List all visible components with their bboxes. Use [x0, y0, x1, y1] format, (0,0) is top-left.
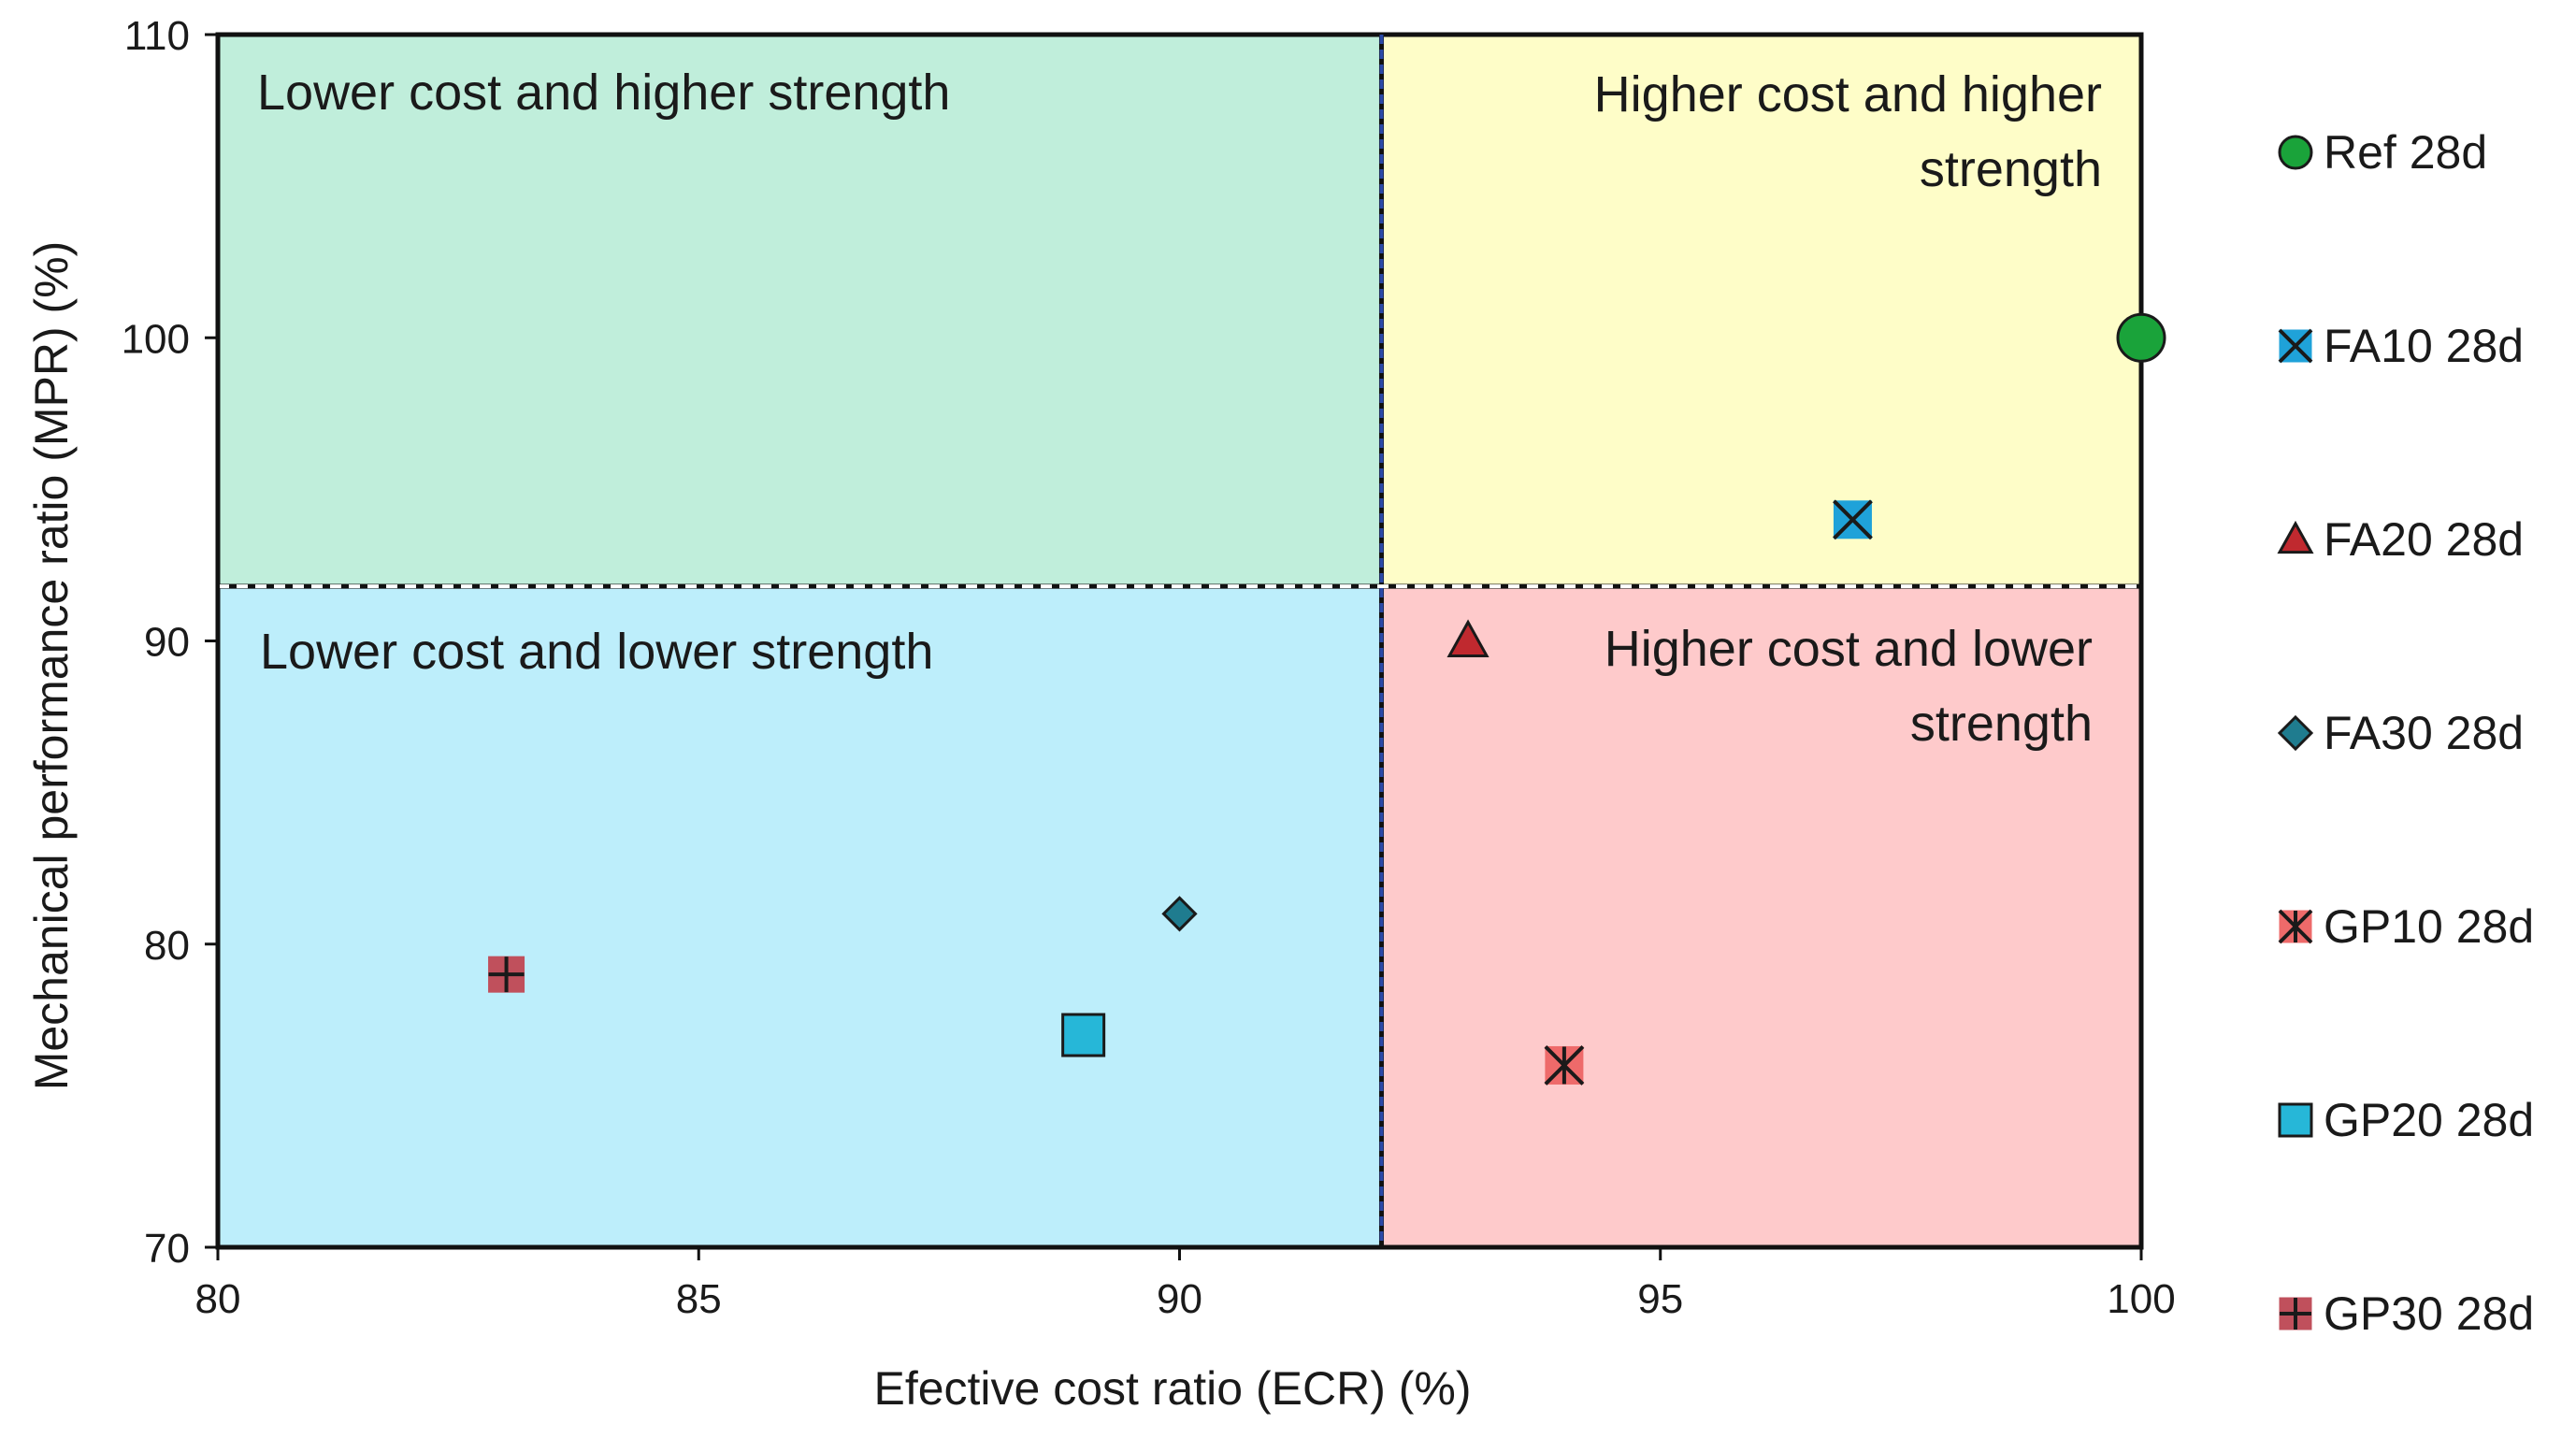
legend-marker-fa10-28d [2278, 328, 2313, 364]
legend-item-fa20-28d: FA20 28d [2277, 513, 2524, 566]
legend-marker-fa30-28d [2277, 714, 2314, 752]
legend-marker-fa20-28d-shape [2277, 520, 2314, 554]
legend-marker-gp30-28d [2279, 1297, 2312, 1330]
data-point-fa30-28d [1161, 896, 1198, 932]
legend-item-gp30-28d: GP30 28d [2279, 1287, 2534, 1340]
legend-marker-fa10-28d-cross [2278, 328, 2313, 364]
legend-item-ref-28d: Ref 28d [2278, 126, 2487, 179]
quadrant-regions: Lower cost and higher strength Higher cos… [215, 32, 2144, 1250]
data-point-gp20-28d-shape [1061, 1013, 1106, 1057]
x-tick-label: 80 [195, 1276, 241, 1322]
region-label-lower-cost-lower-strength: Lower cost and lower strength [260, 624, 933, 680]
x-tick-label: 85 [676, 1276, 722, 1322]
legend-item-gp10-28d: GP10 28d [2278, 900, 2534, 953]
region-label-lower-cost-higher-strength: Lower cost and higher strength [257, 65, 950, 121]
legend-marker-ref-28d [2278, 135, 2313, 170]
data-point-fa20-28d [1446, 619, 1489, 657]
x-axis-label: Efective cost ratio (ECR) (%) [873, 1362, 1471, 1415]
legend-label-gp10-28d: GP10 28d [2324, 900, 2534, 953]
y-axis-label: Mechanical performance ratio (MPR) (%) [25, 241, 78, 1091]
legend-marker-fa20-28d [2277, 520, 2314, 554]
legend-marker-gp20-28d-shape [2278, 1102, 2313, 1138]
legend-label-fa20-28d: FA20 28d [2324, 513, 2524, 566]
data-point-ref-28d-shape [2116, 312, 2166, 363]
data-point-fa10-28d [1833, 499, 1873, 540]
region-label-higher-cost-higher-strength: strength [1920, 141, 2102, 197]
data-point-fa30-28d-shape [1161, 896, 1198, 932]
x-tick-label: 90 [1157, 1276, 1202, 1322]
data-points [488, 312, 2166, 1086]
legend-item-gp20-28d: GP20 28d [2278, 1094, 2534, 1146]
legend-label-fa30-28d: FA30 28d [2324, 707, 2524, 759]
y-tick-label: 100 [122, 316, 190, 362]
region-lower-cost-lower-strength [215, 583, 1384, 1250]
legend: Ref 28d FA10 28d FA20 28d FA30 28d GP10 28d G… [2277, 126, 2534, 1340]
legend-marker-fa30-28d-shape [2277, 714, 2314, 752]
region-higher-cost-higher-strength [1378, 32, 2144, 589]
legend-label-gp30-28d: GP30 28d [2324, 1287, 2534, 1340]
x-tick-label: 100 [2107, 1276, 2175, 1322]
region-label-higher-cost-higher-strength: Higher cost and higher [1594, 66, 2102, 122]
region-higher-cost-lower-strength [1378, 583, 2144, 1250]
legend-item-fa30-28d: FA30 28d [2277, 707, 2524, 759]
legend-marker-ref-28d-shape [2278, 135, 2313, 170]
legend-label-ref-28d: Ref 28d [2324, 126, 2487, 179]
y-tick-label: 110 [124, 13, 190, 59]
data-point-fa20-28d-shape [1446, 619, 1489, 657]
data-point-gp30-28d [488, 956, 525, 993]
data-point-ref-28d [2116, 312, 2166, 363]
data-point-fa10-28d-cross [1833, 499, 1873, 540]
y-tick-label: 80 [144, 923, 190, 969]
legend-label-fa10-28d: FA10 28d [2324, 320, 2524, 372]
y-tick-label: 70 [144, 1226, 190, 1272]
y-tick-label: 90 [144, 620, 190, 666]
legend-item-fa10-28d: FA10 28d [2278, 320, 2524, 372]
x-tick-label: 95 [1637, 1276, 1683, 1322]
region-label-higher-cost-lower-strength: strength [1910, 696, 2093, 752]
data-point-gp20-28d [1061, 1013, 1106, 1057]
legend-marker-gp10-28d [2278, 909, 2313, 944]
data-point-gp10-28d [1544, 1045, 1585, 1086]
legend-label-gp20-28d: GP20 28d [2324, 1094, 2534, 1146]
legend-marker-gp20-28d [2278, 1102, 2313, 1138]
region-lower-cost-higher-strength [215, 32, 1384, 589]
region-label-higher-cost-lower-strength: Higher cost and lower [1605, 621, 2093, 677]
